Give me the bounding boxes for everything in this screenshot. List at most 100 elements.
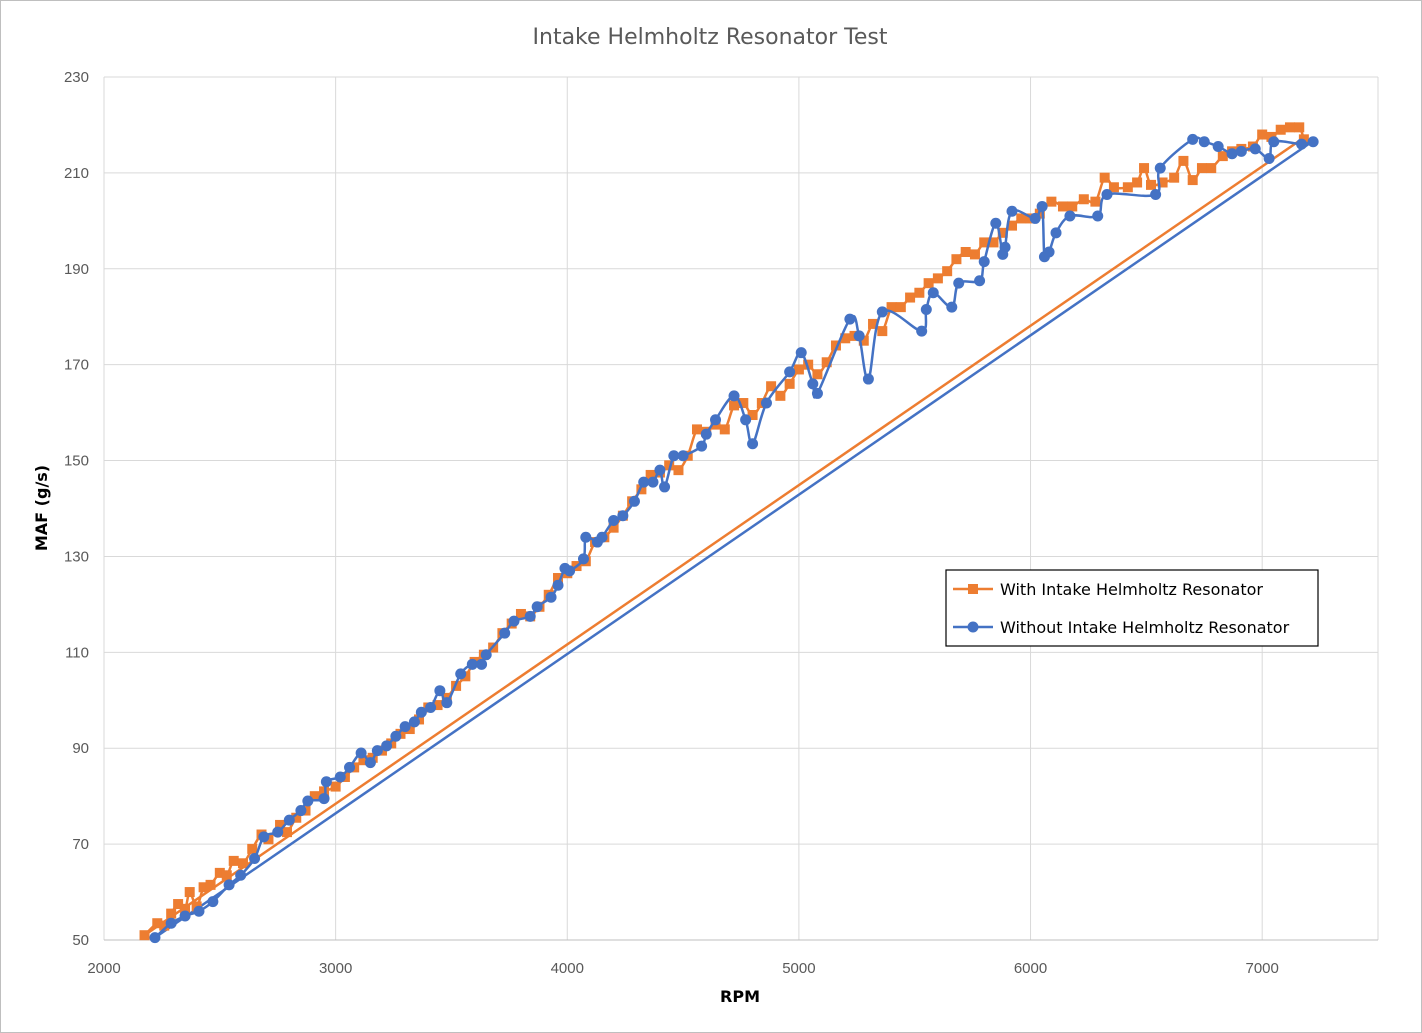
data-point-circle xyxy=(760,397,772,409)
data-point-circle xyxy=(1187,133,1199,145)
data-point-square xyxy=(1275,124,1286,135)
data-point-square xyxy=(553,573,564,584)
data-point-circle xyxy=(696,440,708,452)
data-point-square xyxy=(180,903,191,914)
data-point-circle xyxy=(795,347,807,359)
data-point-square xyxy=(237,858,248,869)
data-point-circle xyxy=(344,761,356,773)
x-axis-title: RPM xyxy=(720,987,760,1006)
data-point-square xyxy=(1187,175,1198,186)
data-point-square xyxy=(997,227,1008,238)
data-point-circle xyxy=(207,896,219,908)
data-point-square xyxy=(275,819,286,830)
data-point-circle xyxy=(364,757,376,769)
data-point-circle xyxy=(668,450,680,462)
data-point-circle xyxy=(580,531,592,543)
data-point-circle xyxy=(480,649,492,661)
legend: With Intake Helmholtz Resonator Without … xyxy=(945,569,1319,647)
data-point-circle xyxy=(1268,136,1280,148)
gridlines xyxy=(103,76,1379,941)
data-point-square xyxy=(1046,196,1057,207)
data-point-square xyxy=(960,246,971,257)
data-point-circle xyxy=(978,256,990,268)
data-point-square xyxy=(636,484,647,495)
data-point-square xyxy=(803,359,814,370)
chart-title: Intake Helmholtz Resonator Test xyxy=(533,25,888,50)
data-point-circle xyxy=(179,910,191,922)
data-point-circle xyxy=(1235,145,1247,157)
data-point-circle xyxy=(1064,210,1076,222)
data-point-circle xyxy=(193,905,205,917)
data-point-square xyxy=(895,302,906,313)
data-point-circle xyxy=(628,495,640,507)
data-point-square xyxy=(729,400,740,411)
data-point-square xyxy=(645,469,656,480)
data-point-square xyxy=(1157,177,1168,188)
data-point-square xyxy=(1178,155,1189,166)
y-tick-label: 150 xyxy=(64,453,89,470)
data-point-circle xyxy=(946,301,958,313)
data-point-square xyxy=(214,867,225,878)
data-point-square xyxy=(1016,213,1027,224)
data-point-circle xyxy=(1307,136,1319,148)
data-point-circle xyxy=(355,747,367,759)
data-point-square xyxy=(608,522,619,533)
data-point-square xyxy=(184,887,195,898)
data-point-circle xyxy=(1101,188,1113,200)
data-point-square xyxy=(821,357,832,368)
data-point-square xyxy=(877,326,888,337)
data-point-circle xyxy=(408,716,420,728)
data-point-square xyxy=(432,700,443,711)
data-point-square xyxy=(1206,163,1217,174)
data-point-circle xyxy=(545,591,557,603)
x-tick-label: 5000 xyxy=(782,960,815,977)
data-point-circle xyxy=(1043,246,1055,258)
data-point-square xyxy=(319,786,330,797)
legend-label-with-resonator: With Intake Helmholtz Resonator xyxy=(1000,580,1263,599)
data-point-circle xyxy=(1150,188,1162,200)
data-point-square xyxy=(914,287,925,298)
x-tick-label: 7000 xyxy=(1245,960,1278,977)
data-point-square xyxy=(1122,182,1133,193)
data-point-square xyxy=(1217,151,1228,162)
data-point-circle xyxy=(258,831,270,843)
data-point-circle xyxy=(318,793,330,805)
data-point-circle xyxy=(434,685,446,697)
data-point-circle xyxy=(272,826,284,838)
data-point-circle xyxy=(974,275,986,287)
data-point-circle xyxy=(617,510,629,522)
data-point-circle xyxy=(1263,153,1275,165)
data-point-circle xyxy=(552,579,564,591)
data-point-square xyxy=(1099,172,1110,183)
data-point-circle xyxy=(677,450,689,462)
data-point-square xyxy=(988,237,999,248)
y-tick-label: 230 xyxy=(64,69,89,86)
y-tick-label: 110 xyxy=(65,644,89,661)
data-point-square xyxy=(198,882,209,893)
data-point-circle xyxy=(476,658,488,670)
data-point-circle xyxy=(659,481,671,493)
data-point-circle xyxy=(235,869,247,881)
data-point-square xyxy=(923,278,934,289)
data-point-circle xyxy=(596,531,608,543)
data-point-circle xyxy=(1029,212,1041,224)
y-tick-label: 130 xyxy=(64,548,89,565)
data-point-circle xyxy=(1092,210,1104,222)
data-point-circle xyxy=(1212,141,1224,153)
data-point-square xyxy=(858,335,869,346)
data-point-square xyxy=(1078,194,1089,205)
data-point-circle xyxy=(302,795,314,807)
data-point-circle xyxy=(710,414,722,426)
data-point-circle xyxy=(844,313,856,325)
data-point-circle xyxy=(1036,200,1048,212)
data-point-circle xyxy=(531,601,543,613)
data-point-square xyxy=(905,292,916,303)
x-tick-labels: 2000 3000 4000 5000 6000 7000 xyxy=(87,960,1279,977)
data-point-circle xyxy=(455,668,467,680)
data-point-circle xyxy=(1296,138,1308,150)
data-point-square xyxy=(979,237,990,248)
data-point-circle xyxy=(165,917,177,929)
data-point-square xyxy=(812,369,823,380)
y-tick-label: 210 xyxy=(64,165,89,182)
data-point-circle xyxy=(508,615,520,627)
